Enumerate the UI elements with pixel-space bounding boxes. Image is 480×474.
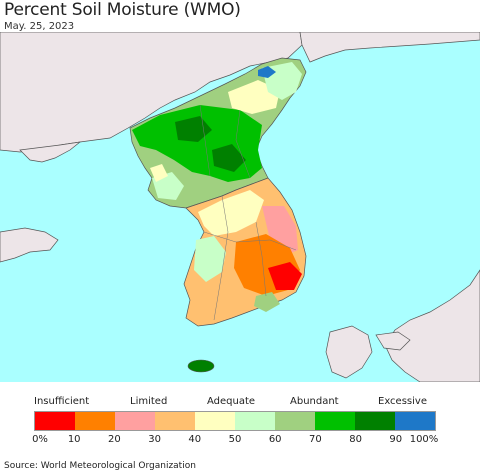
legend-swatch-3: [155, 412, 195, 430]
legend-swatch-8: [355, 412, 395, 430]
map-date: May. 25, 2023: [4, 21, 75, 32]
legend-tick-1: 10: [67, 434, 81, 445]
sk-pink: [262, 206, 298, 256]
legend-swatch-0: [35, 412, 75, 430]
legend-tick-6: 60: [268, 434, 282, 445]
liaodong-land: [19, 141, 82, 163]
sk-light-green: [194, 236, 226, 282]
legend-swatch-4: [195, 412, 235, 430]
legend-label-insufficient: Insufficient: [34, 396, 90, 407]
nk-dark-green-2: [212, 144, 246, 172]
nk-yellow-sw: [150, 164, 168, 182]
province-lines: [199, 104, 297, 321]
legend-tick-8: 80: [349, 434, 362, 445]
legend-tick-3: 30: [148, 434, 161, 445]
legend-swatch-7: [315, 412, 355, 430]
legend-swatch-6: [275, 412, 315, 430]
legend-tick-10: 100%: [409, 434, 439, 445]
legend-label-excessive: Excessive: [378, 396, 427, 407]
sk-yellow-north: [198, 190, 264, 236]
legend-label-abundant: Abundant: [290, 396, 339, 407]
soil-moisture-map: [0, 32, 480, 382]
japan-shikoku: [375, 331, 411, 351]
shandong-land: [0, 227, 59, 263]
legend-swatch-1: [75, 412, 115, 430]
legend-swatch-9: [395, 412, 435, 430]
legend-tick-0: 0%: [32, 434, 48, 445]
sk-abundant-south: [254, 292, 280, 312]
legend-tick-7: 70: [309, 434, 322, 445]
nk-yellow-north: [228, 80, 280, 114]
legend-tick-5: 50: [228, 434, 242, 445]
nk-blue-spot: [258, 66, 276, 78]
legend-tick-9: 90: [389, 434, 403, 445]
legend-color-bar: [34, 411, 436, 431]
legend-label-limited: Limited: [130, 396, 168, 407]
japan-kyushu: [325, 325, 373, 379]
source-note: Source: World Meteorological Organizatio…: [4, 461, 196, 471]
legend-tick-4: 40: [188, 434, 202, 445]
jeju-island: [187, 359, 215, 373]
map-title: Percent Soil Moisture (WMO): [4, 0, 241, 20]
russia-land: [299, 32, 480, 63]
sk-red: [268, 262, 302, 290]
legend-swatch-5: [235, 412, 275, 430]
legend-tick-2: 20: [108, 434, 121, 445]
legend-label-adequate: Adequate: [207, 396, 256, 407]
legend-swatch-2: [115, 412, 155, 430]
